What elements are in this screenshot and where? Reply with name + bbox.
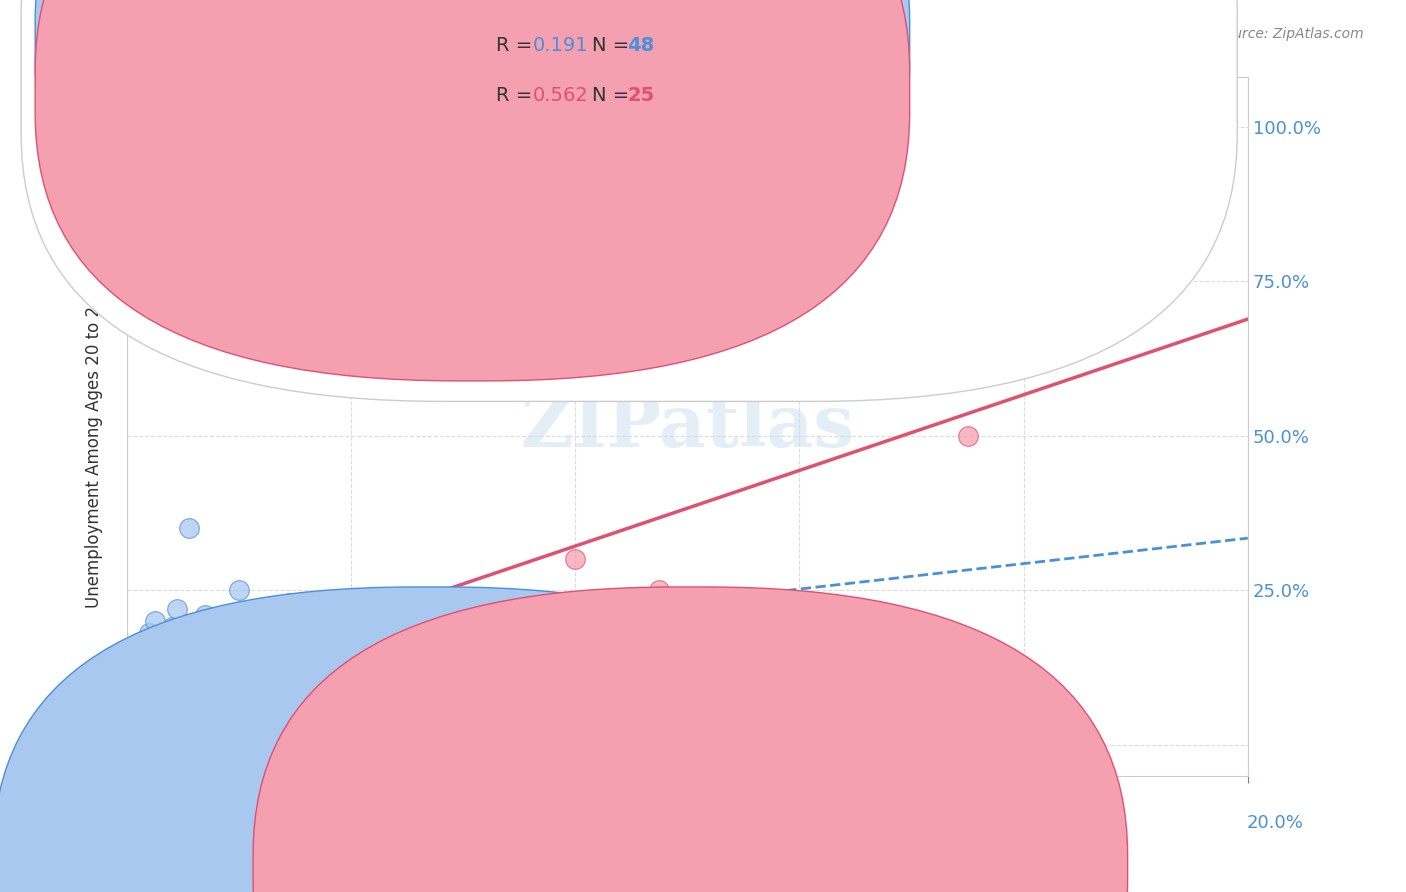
Point	[239, 632, 262, 647]
Point	[245, 601, 267, 615]
Point	[267, 688, 290, 702]
Point	[200, 645, 222, 659]
Text: N =: N =	[592, 36, 636, 55]
Point	[312, 645, 335, 659]
Point	[228, 583, 250, 598]
Point	[143, 614, 166, 628]
Point	[329, 626, 352, 640]
Text: Immigrants from Singapore: Immigrants from Singapore	[453, 860, 681, 878]
Text: 0.562: 0.562	[533, 86, 589, 105]
Point	[132, 681, 155, 696]
Point	[160, 676, 183, 690]
Point	[256, 645, 278, 659]
Point	[172, 688, 194, 702]
Point	[340, 664, 363, 678]
Point	[155, 645, 177, 659]
Text: R =: R =	[496, 86, 538, 105]
Point	[564, 552, 586, 566]
Point	[228, 626, 250, 640]
Text: IMMIGRANTS FROM SINGAPORE VS UKRAINIAN UNEMPLOYMENT AMONG AGES 20 TO 24 YEARS CO: IMMIGRANTS FROM SINGAPORE VS UKRAINIAN U…	[56, 27, 952, 42]
Point	[733, 595, 755, 609]
Point	[138, 626, 160, 640]
Text: Source: ZipAtlas.com: Source: ZipAtlas.com	[1216, 27, 1364, 41]
Point	[177, 521, 200, 535]
Point	[188, 657, 211, 672]
Point	[278, 595, 301, 609]
Point	[451, 676, 474, 690]
Point	[284, 676, 307, 690]
Point	[160, 620, 183, 634]
Point	[155, 645, 177, 659]
Point	[194, 607, 217, 622]
Point	[284, 626, 307, 640]
Point	[368, 614, 391, 628]
Text: N =: N =	[592, 86, 636, 105]
Point	[149, 681, 172, 696]
Point	[121, 706, 143, 721]
Point	[239, 614, 262, 628]
Text: Ukrainians: Ukrainians	[713, 860, 801, 878]
Point	[127, 676, 149, 690]
Point	[211, 614, 233, 628]
Point	[217, 664, 239, 678]
Y-axis label: Unemployment Among Ages 20 to 24 years: Unemployment Among Ages 20 to 24 years	[86, 244, 103, 608]
Point	[166, 688, 188, 702]
Point	[155, 688, 177, 702]
Point	[396, 601, 419, 615]
Point	[127, 688, 149, 702]
Point	[143, 664, 166, 678]
Point	[183, 676, 205, 690]
Point	[295, 614, 318, 628]
Point	[312, 645, 335, 659]
Point	[648, 107, 671, 121]
Point	[166, 664, 188, 678]
Point	[256, 676, 278, 690]
Point	[508, 645, 530, 659]
Point	[121, 694, 143, 708]
Point	[132, 645, 155, 659]
Point	[149, 657, 172, 672]
Text: ZIPatlas: ZIPatlas	[520, 391, 855, 462]
Point	[138, 688, 160, 702]
Text: 48: 48	[627, 36, 654, 55]
Point	[536, 651, 558, 665]
Text: R =: R =	[496, 36, 538, 55]
Point	[956, 428, 979, 442]
Point	[172, 639, 194, 653]
Point	[267, 645, 290, 659]
Point	[143, 676, 166, 690]
Point	[205, 626, 228, 640]
Point	[648, 583, 671, 598]
Point	[149, 632, 172, 647]
Point	[143, 694, 166, 708]
Point	[121, 706, 143, 721]
Point	[138, 670, 160, 684]
Text: 20.0%: 20.0%	[1247, 814, 1303, 832]
Point	[127, 688, 149, 702]
Point	[172, 626, 194, 640]
Point	[262, 620, 284, 634]
Text: 0.191: 0.191	[533, 36, 589, 55]
Point	[222, 651, 245, 665]
Point	[132, 694, 155, 708]
Point	[127, 700, 149, 714]
Point	[396, 664, 419, 678]
Point	[352, 601, 374, 615]
Point	[166, 601, 188, 615]
Point	[132, 676, 155, 690]
Point	[451, 626, 474, 640]
Point	[620, 614, 643, 628]
Text: 25: 25	[627, 86, 654, 105]
Point	[132, 664, 155, 678]
